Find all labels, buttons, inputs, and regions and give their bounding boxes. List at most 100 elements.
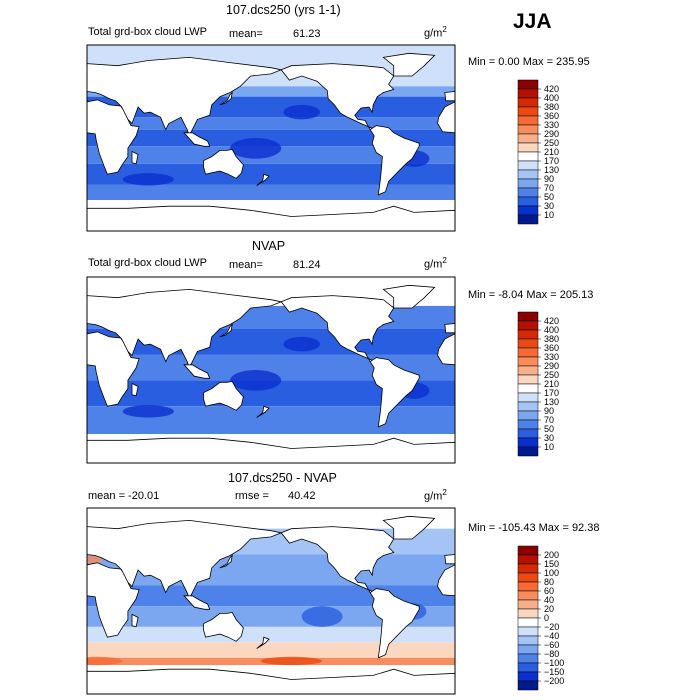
colorbar-label: 330 [544, 352, 559, 362]
season-label: JJA [513, 10, 552, 33]
panel-minmax: Min = -105.43 Max = 92.38 [468, 522, 600, 534]
land-indonesia [183, 132, 211, 147]
land-africa [87, 562, 140, 638]
colorbar-label: 290 [544, 361, 559, 371]
land-westafrica [437, 333, 455, 366]
colorbar-label: 40 [544, 595, 554, 605]
colorbar-label: 200 [544, 550, 559, 560]
colorbar-label: 400 [544, 325, 559, 335]
field-blob [230, 370, 282, 391]
map-1 [86, 44, 456, 232]
panel-minmax: Min = -8.04 Max = 205.13 [468, 289, 594, 301]
colorbar-swatch [517, 635, 539, 646]
panel-title: NVAP [252, 239, 286, 253]
colorbar-swatch [517, 572, 539, 583]
colorbar-label: 70 [544, 183, 554, 193]
colorbar-label: −200 [544, 676, 564, 686]
colorbar-swatch [517, 178, 539, 189]
field-blob [260, 656, 323, 666]
land-namerica [280, 295, 395, 363]
ocean-band [87, 626, 455, 643]
colorbar-label: 130 [544, 397, 559, 407]
colorbar-label: 360 [544, 111, 559, 121]
field-blob [301, 606, 343, 627]
colorbar-label: 20 [544, 604, 554, 614]
land-antarctica [87, 205, 455, 231]
colorbar-swatch [517, 329, 539, 340]
colorbar-label: 420 [544, 316, 559, 326]
colorbar-label: 10 [544, 442, 554, 452]
land-madagascar [131, 150, 139, 165]
map-3 [86, 507, 456, 695]
map-frame [86, 507, 456, 695]
ocean-band [87, 86, 455, 97]
colorbar-swatch [517, 196, 539, 207]
units-base: g/m [424, 27, 443, 40]
land-antarctica [87, 437, 455, 463]
field-blob [230, 138, 282, 159]
colorbar-swatch [517, 205, 539, 216]
colorbar-label: 130 [544, 165, 559, 175]
panel-title: 107.dcs250 (yrs 1-1) [226, 3, 341, 17]
land-australia [203, 380, 244, 411]
colorbar-label: 80 [544, 577, 554, 587]
colorbar-swatch [517, 365, 539, 376]
colorbar-swatch [517, 545, 539, 556]
land-westeurope [444, 323, 455, 334]
colorbar-label: 10 [544, 210, 554, 220]
land-nz [256, 636, 270, 649]
colorbar-swatch [517, 626, 539, 637]
land-indonesia [183, 595, 211, 610]
colorbar-label: 250 [544, 138, 559, 148]
field-blob [87, 656, 123, 666]
panel-stat-value: 40.42 [288, 490, 316, 502]
colorbar-swatch [517, 410, 539, 421]
colorbar-swatch [517, 671, 539, 682]
colorbar-swatch [517, 214, 539, 225]
land-westafrica [437, 564, 455, 597]
land-greenland [382, 284, 436, 309]
colorbar-swatch [517, 356, 539, 367]
land-africa [87, 331, 140, 407]
colorbar-swatch [517, 428, 539, 439]
units-base: g/m [424, 490, 443, 503]
colorbar-swatch [517, 97, 539, 108]
colorbar-swatch [517, 554, 539, 565]
colorbar-swatch [517, 563, 539, 574]
colorbar-label: 30 [544, 201, 554, 211]
land-antarctica [87, 668, 455, 694]
units-exponent: 2 [442, 25, 447, 34]
colorbar-swatch [517, 106, 539, 117]
land-greenland [382, 52, 436, 77]
colorbar-label: 420 [544, 84, 559, 94]
colorbar-label: −20 [544, 622, 559, 632]
units-exponent: 2 [442, 256, 447, 265]
colorbar-label: 150 [544, 559, 559, 569]
colorbar-label: 70 [544, 415, 554, 425]
land-samerica [369, 125, 420, 196]
field-blob [122, 405, 174, 418]
colorbar-label: 60 [544, 586, 554, 596]
ocean-band [87, 129, 455, 147]
colorbar-label: 360 [544, 343, 559, 353]
colorbar-label: 210 [544, 147, 559, 157]
colorbar-swatch [517, 169, 539, 180]
field-blob [283, 336, 321, 352]
land-indonesia [183, 364, 211, 379]
colorbar-swatch [517, 133, 539, 144]
field-blob [87, 555, 103, 564]
ocean-band [87, 606, 455, 627]
field-blob [122, 173, 174, 186]
colorbar-swatch [517, 608, 539, 619]
colorbar-swatch [517, 401, 539, 412]
land-japan [219, 91, 233, 106]
colorbar-swatch [517, 662, 539, 673]
units-exponent: 2 [442, 488, 447, 497]
colorbar-swatch [517, 124, 539, 135]
colorbar-swatch [517, 590, 539, 601]
panel-stat-label: mean= [229, 28, 263, 40]
colorbar-swatch [517, 599, 539, 610]
colorbar-label: 380 [544, 334, 559, 344]
